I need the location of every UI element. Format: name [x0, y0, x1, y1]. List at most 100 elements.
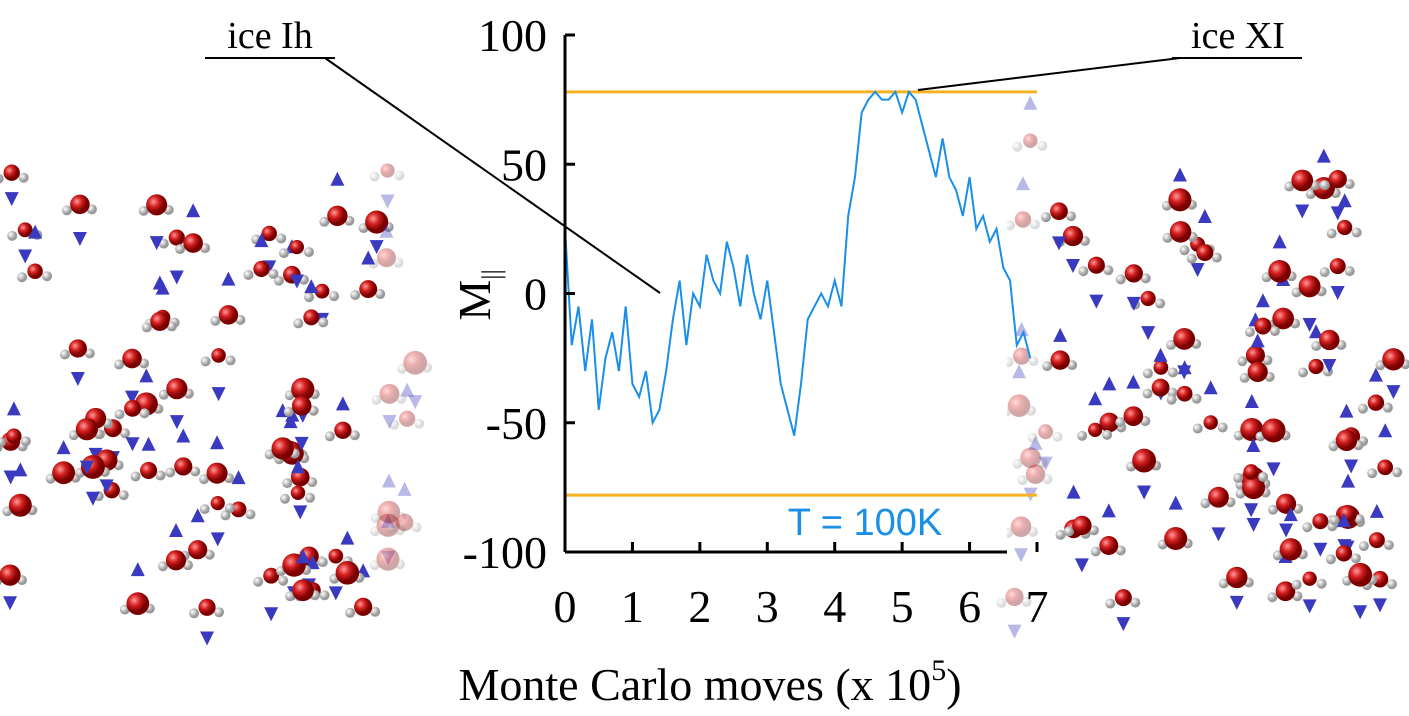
- oxygen: [198, 598, 216, 616]
- hydrogen: [303, 247, 314, 258]
- hydrogen: [0, 437, 6, 448]
- oxygen: [1291, 169, 1314, 192]
- hydrogen: [1351, 227, 1362, 238]
- arrow-head: [264, 607, 279, 622]
- water-molecule: [1255, 409, 1291, 477]
- oxygen: [70, 194, 90, 215]
- hydrogen: [17, 272, 28, 283]
- hydrogen: [1088, 525, 1099, 536]
- water-molecule: [0, 159, 29, 207]
- oxygen: [206, 462, 228, 484]
- hydrogen: [1067, 360, 1078, 371]
- arrow-head: [1074, 558, 1089, 573]
- hydrogen: [119, 428, 130, 439]
- arrow-head: [3, 470, 18, 485]
- oxygen: [211, 348, 226, 363]
- water-molecule: [1130, 280, 1166, 341]
- hydrogen: [414, 418, 425, 429]
- arrow-head: [1137, 485, 1152, 500]
- arrow-head: [361, 250, 376, 265]
- arrow-head: [1295, 204, 1310, 219]
- hydrogen: [1162, 232, 1173, 243]
- oxygen: [1050, 350, 1070, 370]
- oxygen: [126, 592, 150, 615]
- water-molecule: [264, 403, 300, 470]
- hydrogen: [1386, 579, 1397, 590]
- oxygen: [1099, 536, 1119, 555]
- x-tick-label: 2: [688, 581, 711, 632]
- arrow-head: [340, 530, 355, 545]
- arrow-head: [1246, 517, 1261, 532]
- water-molecule: [1244, 293, 1280, 339]
- oxygen: [395, 513, 414, 532]
- hydrogen: [1211, 252, 1222, 263]
- water-molecule: [397, 341, 433, 410]
- hydrogen: [158, 389, 169, 400]
- hydrogen: [245, 509, 256, 520]
- hydrogen: [305, 492, 316, 503]
- oxygen: [1335, 429, 1358, 452]
- arrow-head: [1116, 617, 1131, 632]
- arrow-head: [296, 549, 311, 564]
- water-molecule: [1142, 347, 1178, 405]
- oxygen: [1302, 571, 1317, 586]
- hydrogen: [1218, 578, 1229, 589]
- oxygen: [68, 339, 87, 358]
- oxygen: [334, 421, 352, 439]
- hydrogen: [86, 204, 97, 215]
- hydrogen: [1262, 355, 1273, 366]
- water-molecule: [1115, 257, 1151, 311]
- arrow-head: [3, 596, 18, 611]
- water-molecule: [1358, 503, 1394, 555]
- oxygen: [1038, 424, 1054, 440]
- hydrogen: [1042, 474, 1053, 485]
- arrow-head: [1053, 327, 1068, 342]
- water-molecule: [88, 447, 124, 494]
- oxygen: [1088, 422, 1103, 437]
- oxygen: [1025, 464, 1046, 484]
- arrow-head: [1038, 456, 1053, 471]
- hydrogen: [1329, 515, 1340, 526]
- oxygen: [1279, 538, 1303, 561]
- oxygen: [1023, 133, 1038, 148]
- arrow-head: [291, 459, 306, 474]
- water-molecule: [1357, 367, 1393, 417]
- water-molecule: [1157, 495, 1193, 558]
- water-molecule: [199, 435, 235, 490]
- x-axis-label: Monte Carlo moves (x 105): [458, 654, 961, 710]
- oxygen: [1368, 532, 1385, 549]
- hydrogen: [1027, 432, 1038, 443]
- oxygen: [303, 309, 320, 326]
- oxygen: [1319, 329, 1340, 351]
- oxygen: [290, 485, 306, 501]
- oxygen: [124, 399, 141, 417]
- hydrogen: [1319, 267, 1330, 278]
- hydrogen: [20, 436, 31, 447]
- arrow-head: [6, 401, 21, 416]
- hydrogen: [1311, 340, 1322, 351]
- water-molecule: [1186, 209, 1222, 273]
- arrow-head: [293, 505, 308, 520]
- hydrogen: [1319, 180, 1330, 191]
- arrow-head: [1344, 459, 1359, 474]
- arrow-head: [1177, 360, 1192, 375]
- arrow-head: [169, 415, 184, 430]
- oxygen: [261, 225, 277, 242]
- hydrogen: [1017, 475, 1028, 486]
- arrow-head: [139, 368, 154, 383]
- water-molecule: [368, 223, 404, 272]
- water-molecule: [1367, 423, 1403, 488]
- water-molecule: [200, 334, 236, 402]
- arrow-head: [190, 508, 205, 523]
- arrow-head: [1066, 484, 1081, 499]
- plot-background: [565, 35, 1007, 552]
- oxygen: [399, 410, 416, 427]
- arrow-head: [18, 249, 33, 264]
- hydrogen: [1354, 514, 1365, 525]
- arrow-head: [1369, 503, 1384, 518]
- hydrogen: [59, 349, 70, 360]
- hydrogen: [370, 606, 381, 617]
- hydrogen: [393, 257, 404, 268]
- hydrogen: [1298, 367, 1309, 378]
